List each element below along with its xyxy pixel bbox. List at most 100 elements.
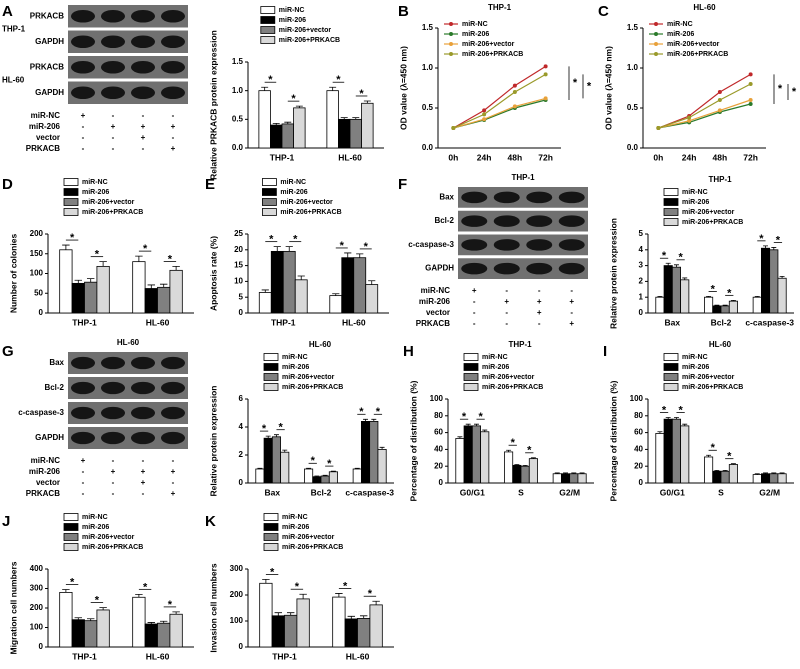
bar [282,250,296,314]
significance-star: * [376,406,381,418]
error-bar [272,122,280,126]
legend-marker [654,42,658,46]
blot-band [71,60,95,74]
error-bar [730,463,736,465]
error-bar [779,275,785,279]
blot-band [101,60,125,74]
line [658,99,751,129]
x-tick-label: HL-60 [146,651,170,661]
legend-swatch [261,198,277,206]
y-axis-label: Percentage of distribution (%) [408,380,418,501]
blot-band [461,239,488,251]
blot-strip [68,30,188,53]
legend-swatch [263,513,279,521]
bar [720,470,730,484]
error-bar [363,418,369,422]
bar [144,288,158,314]
line [658,73,751,129]
y-tick-label: 0.0 [422,143,434,152]
blot-band [161,381,185,395]
x-tick-label: S [718,487,724,497]
bar [680,425,690,484]
legend-swatch [63,178,79,186]
blot-band [558,262,585,275]
legend-swatch [63,188,79,196]
error-bar [273,434,279,437]
blot-band [131,356,155,370]
significance-star: * [587,80,592,92]
legend-label: miR-206+PRKACB [482,384,543,391]
error-bar [771,247,777,250]
y-tick-label: 0 [39,642,44,651]
y-tick-label: 0.0 [627,143,639,152]
condition-label: vector [36,133,60,142]
condition-label: miR-NC [31,456,61,465]
y-tick-label: 25 [234,229,243,238]
y-tick-label: 0 [439,478,444,487]
y-tick-label: 1.5 [422,23,434,32]
error-bar [335,593,343,598]
error-bar [347,615,356,619]
bar [361,102,374,149]
chart-title: HL-60 [709,340,732,349]
significance-star: * [295,581,300,593]
point [748,98,753,102]
error-bar [530,457,536,459]
blot-band [71,406,95,420]
error-bar [99,261,107,267]
condition-label: miR-206 [29,467,61,476]
y-tick-label: 80 [634,411,643,420]
blot-band [493,262,520,275]
point [482,112,487,117]
error-bar [344,252,352,258]
panel-letter: K [205,513,216,530]
y-tick-label: 5 [639,229,644,238]
x-tick-label: G0/G1 [660,487,685,497]
chart-title: THP-1 [708,175,732,184]
error-bar [314,475,320,477]
bar [326,90,339,149]
condition-label: PRKACB [26,144,60,153]
group-label: HL-60 [2,76,25,85]
legend-swatch [260,26,276,34]
legend-label: miR-NC [82,179,108,186]
blot-strip [68,352,188,374]
legend-swatch [63,208,79,216]
condition-sign: - [172,133,175,142]
condition-sign: + [171,144,176,153]
blot-band [131,431,155,445]
legend-label: miR-206 [667,31,694,38]
significance-star: * [727,451,732,463]
significance-star: * [278,422,283,434]
line [453,97,546,129]
legend-label: miR-206+PRKACB [282,384,343,391]
band-label: Bax [49,358,64,367]
condition-sign: + [81,111,86,120]
bar [569,473,579,484]
point [451,126,456,130]
error-bar [457,436,463,439]
significance-star: * [262,423,267,435]
legend-label: miR-NC [482,354,508,361]
y-tick-label: 1.5 [627,23,639,32]
legend-label: miR-206 [82,189,109,196]
band-label: Bcl-2 [44,383,64,392]
bar [59,592,73,648]
condition-label: PRKACB [26,489,60,498]
blot-band [526,262,553,275]
bar [552,473,562,484]
error-bar [714,470,720,472]
panel-letter: F [398,176,407,193]
legend-label: miR-206+PRKACB [667,51,728,58]
legend-label: miR-206+vector [279,27,332,34]
blot-strip [68,427,188,449]
y-tick-label: 200 [230,590,244,599]
error-bar [372,600,380,605]
bar [769,249,779,314]
bar [132,596,146,648]
legend-swatch [263,373,279,381]
legend-swatch [463,353,479,361]
significance-star: * [70,576,75,588]
y-tick-label: 20 [234,245,243,254]
bar [728,464,738,484]
